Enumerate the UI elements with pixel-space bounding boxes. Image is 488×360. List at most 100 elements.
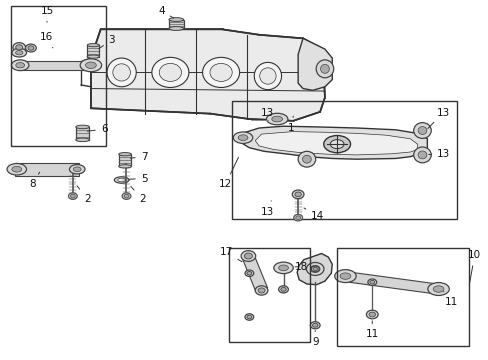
Circle shape (293, 215, 302, 221)
Text: 15: 15 (41, 6, 54, 22)
Circle shape (68, 193, 77, 199)
Circle shape (278, 286, 288, 293)
Ellipse shape (69, 165, 85, 174)
Polygon shape (91, 30, 325, 121)
Ellipse shape (316, 60, 333, 78)
Text: 4: 4 (158, 6, 173, 18)
Ellipse shape (16, 63, 24, 68)
Circle shape (366, 310, 377, 319)
Ellipse shape (119, 165, 131, 168)
Circle shape (70, 194, 75, 198)
Ellipse shape (87, 44, 99, 47)
Ellipse shape (107, 58, 136, 87)
Text: 16: 16 (40, 32, 53, 48)
Text: 8: 8 (29, 172, 40, 189)
Ellipse shape (334, 270, 355, 283)
Circle shape (258, 288, 264, 293)
Ellipse shape (320, 64, 329, 73)
Bar (11, 6, 105, 146)
Circle shape (310, 265, 319, 273)
Bar (228, 248, 310, 342)
Bar (168, 19, 183, 28)
Text: 6: 6 (87, 124, 107, 134)
Circle shape (311, 266, 319, 272)
Ellipse shape (233, 132, 252, 143)
Circle shape (16, 45, 22, 50)
Ellipse shape (259, 68, 276, 84)
Circle shape (295, 216, 300, 220)
Ellipse shape (266, 113, 287, 125)
Ellipse shape (413, 147, 430, 163)
Ellipse shape (209, 63, 232, 81)
Ellipse shape (339, 273, 350, 279)
Circle shape (241, 251, 255, 261)
Ellipse shape (80, 59, 102, 72)
Bar (336, 248, 468, 346)
Ellipse shape (12, 48, 26, 57)
Text: 13: 13 (261, 201, 274, 217)
Circle shape (244, 314, 253, 320)
Text: 11: 11 (365, 321, 378, 339)
Polygon shape (297, 253, 331, 285)
Ellipse shape (323, 135, 350, 153)
Bar (232, 101, 456, 220)
Text: 13: 13 (427, 108, 449, 129)
Text: 5: 5 (129, 174, 147, 184)
Ellipse shape (413, 123, 430, 138)
Circle shape (244, 253, 252, 259)
Text: 3: 3 (99, 35, 115, 49)
Text: 10: 10 (467, 250, 480, 285)
Ellipse shape (278, 265, 288, 271)
Text: 12: 12 (219, 157, 238, 189)
Text: 1: 1 (287, 116, 294, 133)
Text: 13: 13 (428, 149, 449, 159)
Bar (119, 154, 131, 166)
Text: 14: 14 (304, 208, 324, 221)
Circle shape (292, 190, 304, 199)
Ellipse shape (168, 18, 183, 21)
Text: 7: 7 (130, 152, 147, 162)
Text: 17: 17 (219, 247, 242, 262)
Ellipse shape (7, 163, 26, 175)
Circle shape (312, 323, 317, 327)
Polygon shape (20, 61, 91, 69)
Circle shape (13, 42, 25, 52)
Ellipse shape (118, 178, 125, 182)
Circle shape (306, 262, 324, 275)
Ellipse shape (417, 127, 426, 134)
Ellipse shape (417, 151, 426, 159)
Circle shape (28, 46, 34, 50)
Ellipse shape (168, 27, 183, 30)
Circle shape (244, 270, 253, 276)
Circle shape (368, 312, 375, 317)
Polygon shape (298, 39, 331, 90)
Ellipse shape (330, 140, 343, 149)
Circle shape (294, 192, 301, 197)
Ellipse shape (254, 62, 281, 90)
Ellipse shape (119, 153, 131, 156)
Ellipse shape (16, 50, 23, 55)
Ellipse shape (159, 63, 181, 81)
Circle shape (280, 287, 285, 291)
Polygon shape (255, 132, 417, 155)
Circle shape (367, 279, 376, 285)
Ellipse shape (202, 57, 239, 87)
Ellipse shape (298, 151, 315, 167)
Circle shape (246, 271, 251, 275)
Text: 13: 13 (261, 108, 274, 118)
Ellipse shape (152, 57, 188, 87)
Ellipse shape (85, 62, 96, 68)
Ellipse shape (87, 55, 99, 58)
Circle shape (122, 193, 131, 199)
Circle shape (369, 280, 374, 284)
Circle shape (124, 194, 129, 198)
Ellipse shape (302, 155, 311, 163)
Bar (76, 127, 89, 140)
Text: 2: 2 (77, 186, 91, 204)
Bar (87, 45, 99, 57)
Ellipse shape (271, 116, 282, 122)
Ellipse shape (238, 135, 247, 140)
Text: 2: 2 (130, 186, 145, 204)
Ellipse shape (11, 60, 29, 71)
Ellipse shape (113, 64, 130, 81)
